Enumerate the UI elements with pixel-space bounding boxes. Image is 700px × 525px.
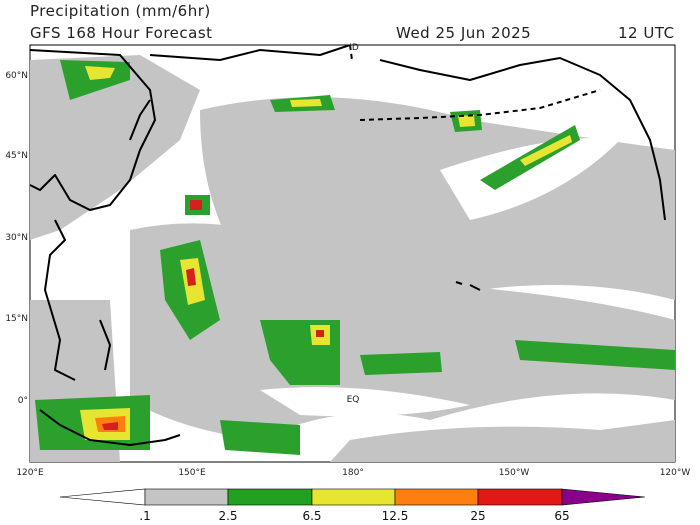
lon-labels: 120°E 150°E 180° 150°W 120°W — [16, 468, 690, 478]
map-annotation: EQ — [347, 395, 360, 405]
lon-label: 120°W — [660, 468, 691, 478]
lat-label: 30°N — [5, 233, 28, 243]
colorbar-label: 2.5 — [218, 509, 237, 523]
map — [29, 44, 676, 463]
colorbar-label: 25 — [470, 509, 485, 523]
date: Wed 25 Jun 2025 — [396, 24, 531, 42]
lat-label: 15°N — [5, 314, 28, 324]
map-annotation: ID — [349, 43, 359, 53]
colorbar-label: 6.5 — [302, 509, 321, 523]
lon-label: 150°W — [499, 468, 530, 478]
colorbar-label: 12.5 — [382, 509, 409, 523]
lon-label: 180° — [342, 468, 364, 478]
colorbar-labels: .1 2.5 6.5 12.5 25 65 — [139, 509, 569, 523]
colorbar-label: 65 — [554, 509, 569, 523]
lat-label: 0° — [18, 396, 28, 406]
lat-labels: 60°N 45°N 30°N 15°N 0° — [5, 71, 28, 406]
subtitle: GFS 168 Hour Forecast — [30, 24, 213, 42]
colorbar — [59, 488, 646, 506]
time: 12 UTC — [618, 24, 675, 42]
title: Precipitation (mm/6hr) — [30, 2, 211, 20]
coastlines — [30, 45, 666, 446]
lon-label: 150°E — [178, 468, 206, 478]
colorbar-label: .1 — [139, 509, 150, 523]
precip-field — [30, 55, 675, 462]
lat-label: 45°N — [5, 151, 28, 161]
lat-label: 60°N — [5, 71, 28, 81]
lon-label: 120°E — [16, 468, 44, 478]
